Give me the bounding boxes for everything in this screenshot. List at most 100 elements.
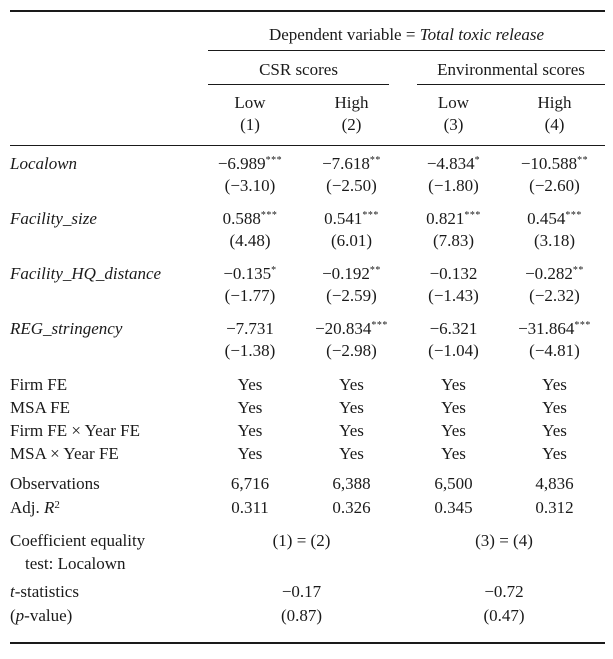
coef-row-facility-hq-distance: Facility_HQ_distance −0.135* −0.192** −0… [10, 256, 605, 285]
fe-value: Yes [542, 421, 567, 440]
observations-label: Observations [10, 474, 100, 493]
fe-value: Yes [441, 421, 466, 440]
t-symbol: t [10, 582, 15, 601]
tstat-cell: (−1.80) [428, 176, 479, 195]
coef-estimate: 0.541 [324, 209, 363, 228]
coef-row-localown: Localown −6.989*** −7.618** −4.834* −10.… [10, 146, 605, 176]
col-number-4: (4) [544, 115, 565, 134]
coef-estimate: 0.588 [222, 209, 261, 228]
pvalue-label: (p-value) [10, 604, 200, 643]
tstat-cell: (−1.77) [224, 286, 276, 305]
fe-value: Yes [339, 444, 364, 463]
coef-row-facility-size: Facility_size 0.588*** 0.541*** 0.821***… [10, 201, 605, 230]
fe-value: Yes [237, 375, 263, 394]
coef-cell: 0.588*** [200, 201, 300, 230]
tstat-cell: (−1.43) [428, 286, 479, 305]
coef-cell: 0.821*** [403, 201, 504, 230]
equality-tstat-left: −0.17 [281, 582, 322, 601]
regression-table: Dependent variable = Total toxic release… [10, 10, 605, 644]
coef-cell: −10.588** [504, 146, 605, 176]
variable-label: REG_stringency [10, 319, 123, 338]
equality-pvalue-left: (0.87) [280, 606, 323, 625]
r2-exponent: 2 [54, 499, 60, 511]
tstat-row-localown: (−3.10) (−2.50) (−1.80) (−2.60) [10, 175, 605, 201]
p-symbol: p [15, 606, 25, 625]
fe-row-firm-year: Firm FE × Year FE Yes Yes Yes Yes [10, 419, 605, 442]
col-level-4: High [537, 93, 572, 112]
coef-estimate: −0.282 [525, 264, 573, 283]
tstat-row-facility-hq-distance: (−1.77) (−2.59) (−1.43) (−2.32) [10, 285, 605, 311]
coef-estimate: −10.588 [520, 154, 578, 173]
empty-cell [10, 11, 200, 51]
coef-estimate: 0.454 [527, 209, 566, 228]
significance-stars: ** [577, 155, 589, 166]
fe-label: MSA FE [10, 398, 70, 417]
col-level-3: Low [437, 93, 470, 112]
adj-r2-row: Adj. R2 0.311 0.326 0.345 0.312 [10, 496, 605, 520]
col-number-2: (2) [341, 115, 362, 134]
fe-value: Yes [542, 444, 567, 463]
pvalue-open-paren: ( [10, 606, 16, 625]
tstat-cell: (6.01) [330, 231, 373, 250]
significance-stars: ** [369, 155, 381, 166]
tstat-cell: (−1.38) [224, 341, 276, 360]
significance-stars: *** [464, 210, 481, 221]
coef-estimate: −7.731 [226, 319, 274, 338]
adj-r2-prefix: Adj. [10, 498, 44, 517]
coef-estimate: −20.834 [315, 319, 372, 338]
tstat-cell: (4.48) [229, 231, 271, 250]
empty-cell [10, 230, 200, 256]
dependent-variable-header: Dependent variable = Total toxic release [208, 25, 605, 51]
coef-cell: 0.541*** [300, 201, 403, 230]
empty-cell [10, 85, 200, 146]
significance-stars: * [474, 155, 481, 166]
coef-estimate: −0.135 [223, 264, 272, 283]
significance-stars: *** [574, 320, 591, 331]
coef-estimate: −7.618 [322, 154, 370, 173]
col-number-3: (3) [443, 115, 464, 134]
fe-row-msa-year: MSA × Year FE Yes Yes Yes Yes [10, 442, 605, 465]
group-env-label: Environmental scores [417, 60, 605, 85]
group-header-row: CSR scores Environmental scores [10, 51, 605, 85]
variable-label: Facility_HQ_distance [10, 264, 162, 283]
equality-pvalue-right: (0.47) [483, 606, 525, 625]
column-header-2: High (2) [300, 85, 403, 146]
fe-row-firm: Firm FE Yes Yes Yes Yes [10, 366, 605, 396]
coef-row-reg-stringency: REG_stringency −7.731 −20.834*** −6.321 … [10, 311, 605, 340]
tstat-cell: (−2.60) [529, 176, 580, 195]
group-env-cell: Environmental scores [403, 51, 605, 85]
empty-cell [10, 340, 200, 366]
significance-stars: *** [260, 210, 278, 221]
observations-value: 6,500 [434, 474, 473, 493]
tstat-cell: (−2.59) [326, 286, 377, 305]
adj-r2-value: 0.312 [535, 498, 574, 517]
dep-var-prefix: Dependent variable = [268, 25, 420, 44]
coef-estimate: −6.989 [217, 154, 266, 173]
group-csr-cell: CSR scores [200, 51, 403, 85]
adj-r2-value: 0.326 [332, 498, 371, 517]
equality-test-left: (1) = (2) [272, 531, 331, 550]
empty-cell [10, 51, 200, 85]
group-csr-label: CSR scores [208, 60, 389, 85]
coef-cell: −7.731 [200, 311, 300, 340]
significance-stars: *** [371, 320, 388, 331]
col-level-1: Low [234, 93, 266, 112]
equality-test-row: Coefficient equality (1) = (2) (3) = (4) [10, 520, 605, 552]
fe-value: Yes [339, 398, 364, 417]
equality-pvalue-row: (p-value) (0.87) (0.47) [10, 604, 605, 643]
col-number-1: (1) [240, 115, 260, 134]
significance-stars: *** [565, 210, 582, 221]
significance-stars: * [271, 265, 277, 276]
tstat-cell: (3.18) [533, 231, 576, 250]
coef-cell: −6.321 [403, 311, 504, 340]
equality-tstat-right: −0.72 [484, 582, 524, 601]
dep-var-name: Total toxic release [419, 25, 545, 44]
coef-estimate: −0.132 [429, 264, 478, 283]
coef-cell: −6.989*** [200, 146, 300, 176]
fe-label: Firm FE [10, 375, 68, 394]
empty-cell [10, 285, 200, 311]
coef-cell: −4.834* [403, 146, 504, 176]
significance-stars: ** [369, 265, 381, 276]
observations-row: Observations 6,716 6,388 6,500 4,836 [10, 465, 605, 496]
